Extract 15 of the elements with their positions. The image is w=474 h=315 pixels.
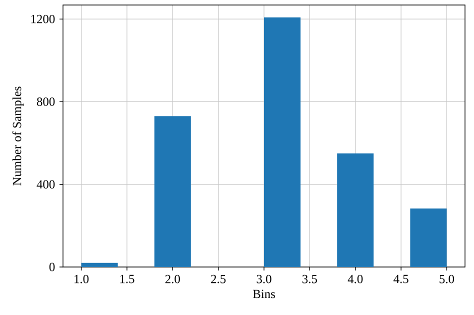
x-tick-label: 2.0 [165, 274, 180, 284]
x-tick-label: 1.0 [74, 274, 89, 284]
y-axis-title: Number of Samples [12, 86, 24, 186]
x-tick-label: 3.0 [256, 274, 272, 284]
y-tick-label: 400 [36, 180, 55, 189]
y-tick-label: 1200 [31, 14, 55, 24]
x-axis-title: Bins [252, 290, 275, 298]
x-tick-label: 3.5 [302, 274, 317, 284]
x-tick-label: 1.5 [120, 274, 134, 284]
x-tick-label: 4.0 [348, 274, 363, 284]
x-tick-label: 4.5 [394, 274, 408, 284]
y-tick-label: 800 [36, 97, 55, 106]
x-tick-label: 2.5 [211, 274, 226, 284]
y-tick-label: 0 [49, 262, 55, 272]
x-tick-label: 5.0 [440, 274, 454, 284]
